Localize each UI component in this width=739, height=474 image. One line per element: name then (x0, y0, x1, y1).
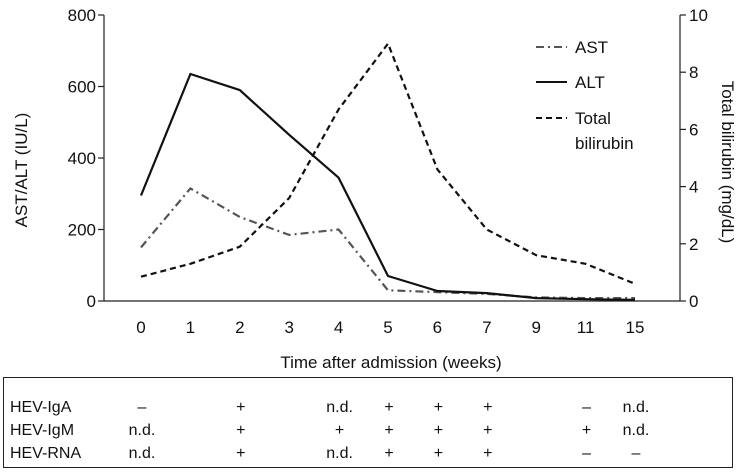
table-cell: + (384, 422, 394, 439)
x-tick-label: 11 (577, 318, 595, 337)
row-label: HEV-IgM (10, 422, 75, 439)
table-cell: + (433, 422, 444, 439)
row-label: HEV-RNA (10, 445, 82, 462)
y-axis-left-title: AST/ALT (IU/L) (12, 113, 31, 228)
table-cell: + (236, 422, 246, 439)
y-right-tick-label: 0 (689, 292, 698, 311)
table-cell: + (433, 399, 444, 416)
table-cell: n.d. (128, 445, 156, 462)
y-right-tick-label: 2 (689, 235, 698, 254)
x-tick-label: 0 (136, 318, 145, 337)
hev-marker-table: HEV-IgA – + n.d. + + + – n.d. HEV-IgM n.d. + + + + + + n.… (3, 377, 733, 468)
legend-label: bilirubin (575, 134, 634, 153)
table-cell: + (384, 445, 394, 462)
table-cell: n.d. (326, 399, 353, 416)
y-left-tick-label: 800 (68, 6, 96, 25)
x-tick-label: 7 (482, 318, 491, 337)
table-cell: n.d. (128, 422, 156, 439)
table-cell: + (483, 399, 493, 416)
x-tick-label: 5 (383, 318, 392, 337)
x-tick-label: 9 (531, 318, 540, 337)
table-cell: n.d. (326, 445, 353, 462)
table-row: HEV-IgM n.d. + + + + + + n.d. (4, 420, 732, 442)
x-axis-title: Time after admission (weeks) (280, 353, 501, 372)
y-left-tick-label: 0 (87, 292, 96, 311)
table-cell: + (433, 445, 444, 462)
table-cell: – (582, 445, 592, 462)
table-row: HEV-RNA n.d. + n.d. + + + – – (4, 443, 732, 465)
series-line-ast (140, 187, 635, 300)
legend-label: AST (575, 38, 608, 57)
y-left-tick-label: 200 (68, 221, 96, 240)
y-right-tick-label: 6 (689, 120, 698, 139)
y-right-tick-label: 10 (689, 6, 708, 25)
series-line-alt (139, 72, 636, 301)
table-cell: n.d. (622, 399, 650, 416)
x-tick-label: 3 (284, 318, 293, 337)
y-right-tick-label: 8 (689, 63, 698, 82)
table-cell: + (236, 445, 246, 462)
table-cell: + (581, 422, 592, 439)
table-cell: – (631, 445, 641, 462)
table-cell: + (334, 422, 345, 439)
y-left-tick-label: 400 (68, 149, 96, 168)
table-cell: + (236, 399, 246, 416)
table-cell: – (137, 399, 147, 416)
table-cell: – (582, 399, 592, 416)
y-right-tick-label: 4 (689, 178, 698, 197)
row-label: HEV-IgA (10, 399, 72, 416)
x-tick-label: 2 (235, 318, 244, 337)
lab-values-chart: 0 200 400 600 800 0 2 4 6 8 10 0 1 2 3 4 5 6 7 9 11 15 AST ALT… (12, 6, 737, 372)
legend-label: Total (575, 109, 611, 128)
x-tick-label: 1 (186, 318, 195, 337)
table-cell: + (384, 399, 394, 416)
x-tick-label: 15 (626, 318, 645, 337)
x-tick-label: 6 (433, 318, 442, 337)
series-line-total-bilirubin (140, 42, 636, 285)
table-row: HEV-IgA – + n.d. + + + – n.d. (4, 397, 732, 419)
x-tick-label: 4 (334, 318, 343, 337)
y-left-tick-label: 600 (68, 78, 96, 97)
table-cell: + (483, 422, 493, 439)
table-cell: + (483, 445, 493, 462)
table-cell: n.d. (622, 422, 650, 439)
y-axis-right-title: Total bilirubin (mg/dL) (718, 81, 737, 244)
legend-label: ALT (575, 73, 605, 92)
